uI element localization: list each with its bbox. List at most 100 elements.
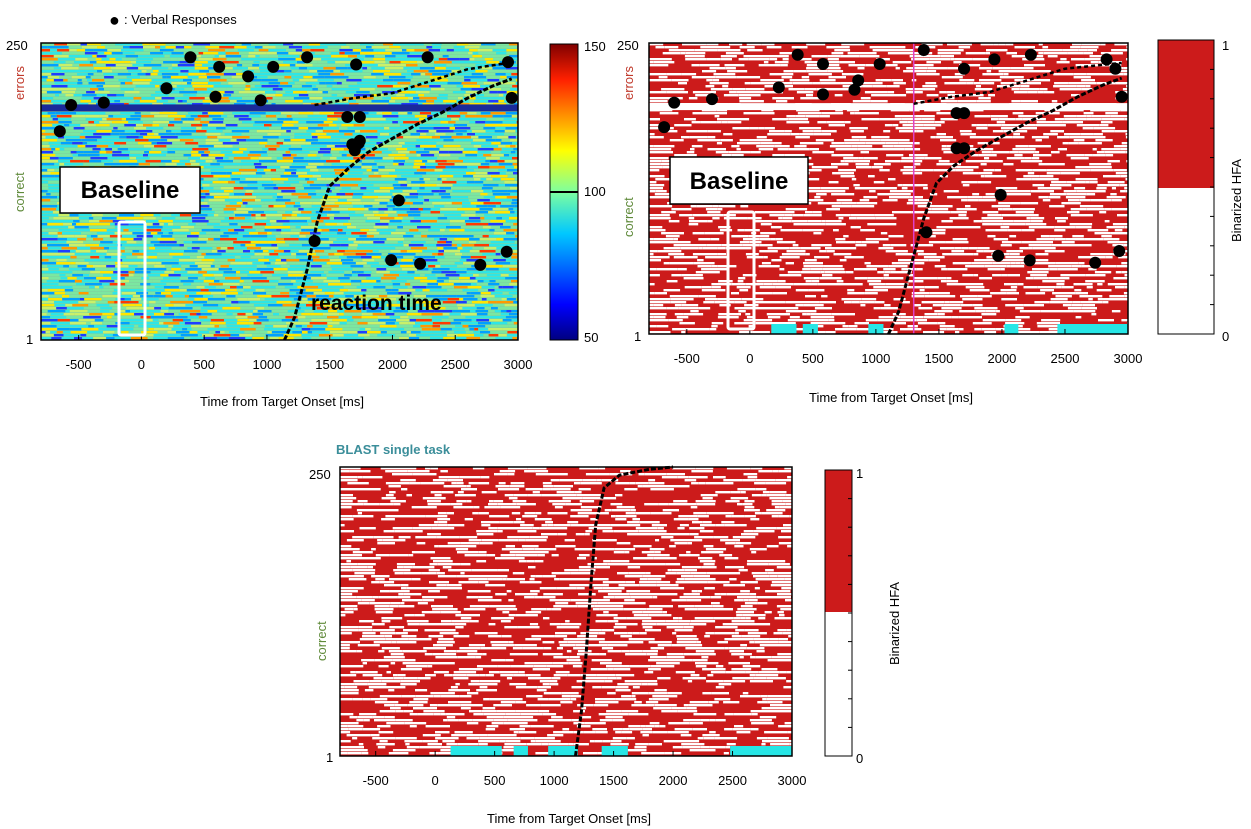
heatmap-cell xyxy=(184,295,189,298)
heatmap-cell xyxy=(253,310,258,313)
heatmap-cell xyxy=(160,274,169,277)
heatmap-cell xyxy=(377,289,386,292)
verbal-response-dot xyxy=(254,94,267,107)
heatmap-cell xyxy=(413,97,420,100)
heatmap-cell xyxy=(424,157,438,160)
heatmap-cell xyxy=(457,247,463,250)
heatmap-cell xyxy=(381,253,389,256)
heatmap-cell xyxy=(80,133,94,136)
heatmap-cell xyxy=(57,235,63,238)
heatmap-cell xyxy=(217,250,226,253)
heatmap-cell xyxy=(375,337,393,340)
heatmap-cell xyxy=(357,244,370,247)
heatmap-cell xyxy=(510,88,518,91)
heatmap-cell xyxy=(404,247,411,250)
heatmap-cell xyxy=(46,313,51,316)
heatmap-cell xyxy=(380,331,387,334)
heatmap-cell xyxy=(497,160,505,163)
heatmap-cell xyxy=(265,112,281,115)
heatmap-cell xyxy=(479,316,492,319)
heatmap-cell xyxy=(437,172,449,175)
heatmap-cell xyxy=(407,115,415,118)
heatmap-cell xyxy=(388,325,397,328)
baseline-label: Baseline xyxy=(81,177,180,204)
heatmap-cell xyxy=(505,316,512,319)
heatmap-cell xyxy=(178,286,197,289)
heatmap-cell xyxy=(144,151,149,154)
heatmap-cell xyxy=(669,139,684,142)
heatmap-cell xyxy=(181,82,187,85)
heatmap-cell xyxy=(303,76,313,79)
heatmap-cell xyxy=(488,310,495,313)
heatmap-cell xyxy=(406,178,420,181)
heatmap-cell xyxy=(826,61,840,64)
heatmap-cell xyxy=(408,316,420,319)
heatmap-cell xyxy=(124,250,133,253)
heatmap-cell xyxy=(91,100,98,103)
heatmap-cell xyxy=(143,154,148,157)
heatmap-cell xyxy=(258,316,268,319)
heatmap-cell xyxy=(220,244,226,247)
heatmap-cell xyxy=(431,271,442,274)
heatmap-cell xyxy=(272,97,286,100)
heatmap-cell xyxy=(419,187,425,190)
heatmap-cell xyxy=(41,139,58,142)
heatmap-cell xyxy=(462,247,473,250)
heatmap-cell xyxy=(184,250,192,253)
heatmap-cell xyxy=(157,118,175,121)
heatmap-cell xyxy=(395,334,410,337)
heatmap-cell xyxy=(293,205,301,208)
heatmap-cell xyxy=(281,319,299,322)
heatmap-cell xyxy=(1044,79,1051,82)
heatmap-cell xyxy=(416,319,432,322)
heatmap-cell xyxy=(168,223,174,226)
heatmap-cell xyxy=(473,145,482,148)
heatmap-cell xyxy=(142,322,160,325)
heatmap-cell xyxy=(264,328,278,331)
heatmap-cell xyxy=(982,73,1004,76)
heatmap-cell xyxy=(280,292,290,295)
heatmap-cell xyxy=(322,139,340,142)
heatmap-cell xyxy=(383,76,389,79)
heatmap-cell xyxy=(232,151,244,154)
heatmap-cell xyxy=(321,274,327,277)
heatmap-cell xyxy=(115,157,130,160)
heatmap-cell xyxy=(738,94,761,97)
heatmap-cell xyxy=(138,163,150,166)
heatmap-cell xyxy=(903,70,927,73)
heatmap-cell xyxy=(288,52,303,55)
heatmap-cell xyxy=(313,259,330,262)
heatmap-cell xyxy=(417,64,434,67)
heatmap-cell xyxy=(41,217,49,220)
heatmap-cell xyxy=(200,175,214,178)
heatmap-cell xyxy=(453,46,460,49)
heatmap-cell xyxy=(331,235,344,238)
heatmap-cell xyxy=(697,139,721,142)
heatmap-cell xyxy=(96,61,112,64)
heatmap-cell xyxy=(41,298,49,301)
heatmap-cell xyxy=(258,157,272,160)
heatmap-cell xyxy=(512,199,518,202)
heatmap-cell xyxy=(392,283,401,286)
heatmap-cell xyxy=(379,325,389,328)
heatmap-cell xyxy=(97,235,110,238)
heatmap-cell xyxy=(150,271,165,274)
heatmap-cell xyxy=(487,88,501,91)
heatmap-cell xyxy=(128,103,144,106)
heatmap-cell xyxy=(954,58,973,61)
heatmap-cell xyxy=(378,172,389,175)
heatmap-cell xyxy=(474,328,479,331)
heatmap-cell xyxy=(73,220,80,223)
heatmap-cell xyxy=(366,46,372,49)
heatmap-cell xyxy=(104,247,109,250)
heatmap-cell xyxy=(149,301,156,304)
heatmap-cell xyxy=(469,58,475,61)
heatmap-cell xyxy=(197,250,212,253)
heatmap-cell xyxy=(130,145,144,148)
heatmap-cell xyxy=(323,220,336,223)
heatmap-cell xyxy=(77,271,91,274)
heatmap-cell xyxy=(851,136,867,139)
heatmap-cell xyxy=(314,250,325,253)
heatmap-cell xyxy=(47,190,64,193)
heatmap-cell xyxy=(53,97,65,100)
